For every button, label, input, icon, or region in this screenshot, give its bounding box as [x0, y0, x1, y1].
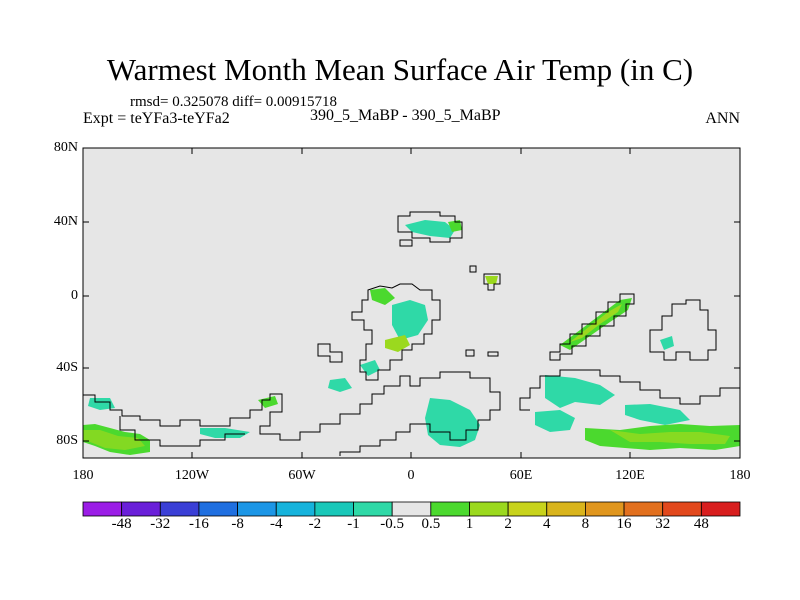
colorbar-swatch — [700, 501, 741, 517]
colorbar-label: 4 — [543, 516, 551, 532]
coastline-africa — [351, 283, 441, 381]
coastlines — [83, 211, 740, 456]
coastline-asia — [549, 293, 635, 361]
experiment-label: Expt = teYFa3-teYFa2 — [83, 110, 230, 127]
lon-label: 60E — [509, 468, 533, 483]
lat-label: 40S — [56, 360, 78, 375]
stats-text: rmsd= 0.325078 diff= 0.00915718 — [130, 94, 338, 110]
colorbar-label: -0.5 — [380, 516, 405, 532]
anomaly-patch — [485, 276, 498, 284]
coastline-europe — [397, 211, 463, 243]
lon-label: 180 — [72, 468, 94, 483]
plot-subtitle: 390_5_MaBP - 390_5_MaBP — [310, 107, 501, 124]
lat-label: 80S — [56, 433, 78, 448]
coastline-island — [465, 349, 475, 357]
colorbar-label: 0.5 — [421, 516, 441, 532]
lon-label: 120E — [615, 468, 645, 483]
colorbar-swatch — [314, 501, 354, 517]
colorbar-swatch — [391, 501, 432, 517]
anomaly-patch — [405, 220, 455, 238]
colorbar-label: 16 — [616, 516, 632, 532]
colorbar-swatch — [662, 501, 702, 517]
coastline-west-antarctica — [119, 416, 245, 447]
colorbar-swatch — [623, 501, 664, 517]
anomaly-patch — [392, 300, 428, 340]
colorbar-label: 8 — [581, 516, 590, 532]
colorbar-label: 32 — [655, 516, 671, 532]
colorbar-swatch — [275, 501, 316, 517]
lat-label: 40N — [53, 214, 78, 229]
season-label: ANN — [705, 110, 740, 127]
lon-label: 120W — [174, 468, 210, 483]
anomaly-patch — [385, 335, 410, 352]
anomaly-patch — [610, 430, 730, 444]
anomaly-patch — [448, 220, 462, 232]
anomaly-patch — [370, 288, 395, 305]
lat-label: 0 — [71, 288, 78, 303]
anomaly-patch — [328, 378, 352, 392]
lon-label: 180 — [729, 468, 751, 483]
colorbar-label: -2 — [308, 516, 322, 532]
anomaly-patch — [360, 360, 380, 376]
coastline-antarctica — [83, 371, 501, 456]
colorbar-label: -1 — [347, 516, 360, 532]
anomaly-patch — [545, 375, 615, 408]
colorbar-swatch — [82, 501, 123, 517]
coastline-antarctica-east — [519, 369, 740, 411]
coastline-australia — [649, 299, 717, 361]
coastline-arabia — [483, 273, 501, 291]
coastline-south-america — [317, 343, 343, 363]
colorbar-swatch — [585, 501, 625, 517]
anomaly-patch — [660, 336, 674, 350]
colorbar-swatch — [237, 501, 277, 517]
anomaly-fill — [83, 220, 740, 455]
anomaly-patch — [625, 404, 690, 425]
tick-marks — [83, 147, 740, 458]
colorbar-swatch — [430, 501, 470, 517]
colorbar-swatch — [507, 501, 548, 517]
anomaly-patch — [535, 410, 575, 432]
colorbar-swatch — [546, 501, 586, 517]
colorbar-swatch — [198, 501, 238, 517]
colorbar-label: -4 — [269, 516, 283, 532]
colorbar-swatch — [469, 501, 509, 517]
lat-label: 80N — [53, 140, 78, 155]
coastline-island — [469, 265, 477, 273]
colorbar-label: -32 — [150, 516, 171, 532]
colorbar-label: 1 — [465, 516, 474, 532]
anomaly-patch — [83, 430, 145, 450]
colorbar-swatch — [121, 501, 161, 517]
plot-title: Warmest Month Mean Surface Air Temp (in … — [106, 52, 694, 87]
colorbar-swatch — [159, 501, 200, 517]
colorbar-label: 2 — [504, 516, 512, 532]
colorbar-label: -48 — [111, 516, 132, 532]
coastline-island — [487, 351, 499, 357]
colorbar-label: -16 — [188, 516, 209, 532]
anomaly-patch — [258, 396, 278, 408]
colorbar-label: -8 — [231, 516, 244, 532]
anomaly-patch — [200, 428, 250, 438]
colorbar-label: 48 — [693, 516, 709, 532]
lon-label: 0 — [407, 468, 415, 483]
lon-label: 60W — [288, 468, 316, 483]
colorbar-swatch — [353, 501, 393, 517]
coastline-island — [399, 239, 413, 247]
